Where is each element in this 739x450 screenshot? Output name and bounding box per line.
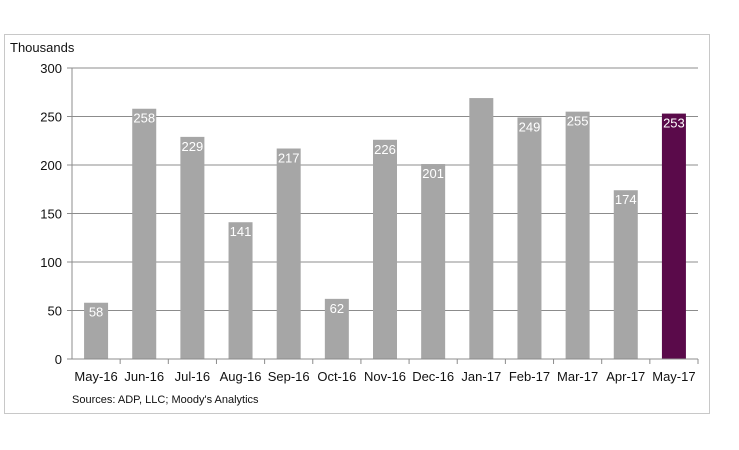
data-label: 141 — [230, 224, 252, 239]
y-tick-label: 50 — [48, 304, 62, 319]
data-label: 255 — [567, 114, 589, 129]
bar — [565, 111, 590, 360]
x-tick-label: Jun-16 — [124, 369, 164, 384]
data-label: 58 — [89, 305, 103, 320]
source-note: Sources: ADP, LLC; Moody's Analytics — [72, 394, 259, 406]
bar — [373, 139, 397, 359]
y-tick-label: 150 — [40, 207, 62, 222]
x-tick-label: Aug-16 — [220, 369, 262, 384]
bar — [613, 190, 638, 359]
data-label: 62 — [330, 301, 344, 316]
data-label: 217 — [278, 151, 300, 166]
x-tick-label: Jul-16 — [175, 369, 210, 384]
data-label: 229 — [182, 139, 204, 154]
bar — [661, 113, 686, 359]
x-tick-label: Dec-16 — [412, 369, 454, 384]
data-label: 253 — [663, 116, 685, 131]
bar — [469, 98, 494, 359]
bar — [276, 148, 301, 359]
y-tick-label: 200 — [40, 158, 62, 173]
x-tick-label: Sep-16 — [268, 369, 310, 384]
x-tick-label: Feb-17 — [509, 369, 550, 384]
chart-frame — [4, 34, 710, 414]
data-label: 226 — [374, 142, 396, 157]
data-label: 174 — [615, 192, 637, 207]
data-label: 258 — [133, 111, 155, 126]
x-tick-label: Mar-17 — [557, 369, 598, 384]
y-tick-label: 250 — [40, 110, 62, 125]
bar — [421, 164, 446, 359]
y-tick-label: 0 — [55, 352, 62, 367]
data-label: 249 — [519, 119, 541, 134]
x-tick-label: Nov-16 — [364, 369, 406, 384]
data-label: 201 — [422, 166, 444, 181]
x-tick-label: Jan-17 — [461, 369, 501, 384]
bar — [228, 222, 253, 359]
bar — [84, 302, 109, 359]
y-axis-label: Thousands — [10, 40, 75, 55]
bar — [132, 108, 157, 360]
x-tick-label: Oct-16 — [317, 369, 356, 384]
x-tick-label: Apr-17 — [606, 369, 645, 384]
y-tick-label: 300 — [40, 61, 62, 76]
x-tick-label: May-17 — [652, 369, 695, 384]
bar — [517, 117, 542, 359]
bar — [324, 298, 349, 359]
x-tick-label: May-16 — [74, 369, 117, 384]
bar — [180, 136, 205, 359]
y-tick-label: 100 — [40, 255, 62, 270]
